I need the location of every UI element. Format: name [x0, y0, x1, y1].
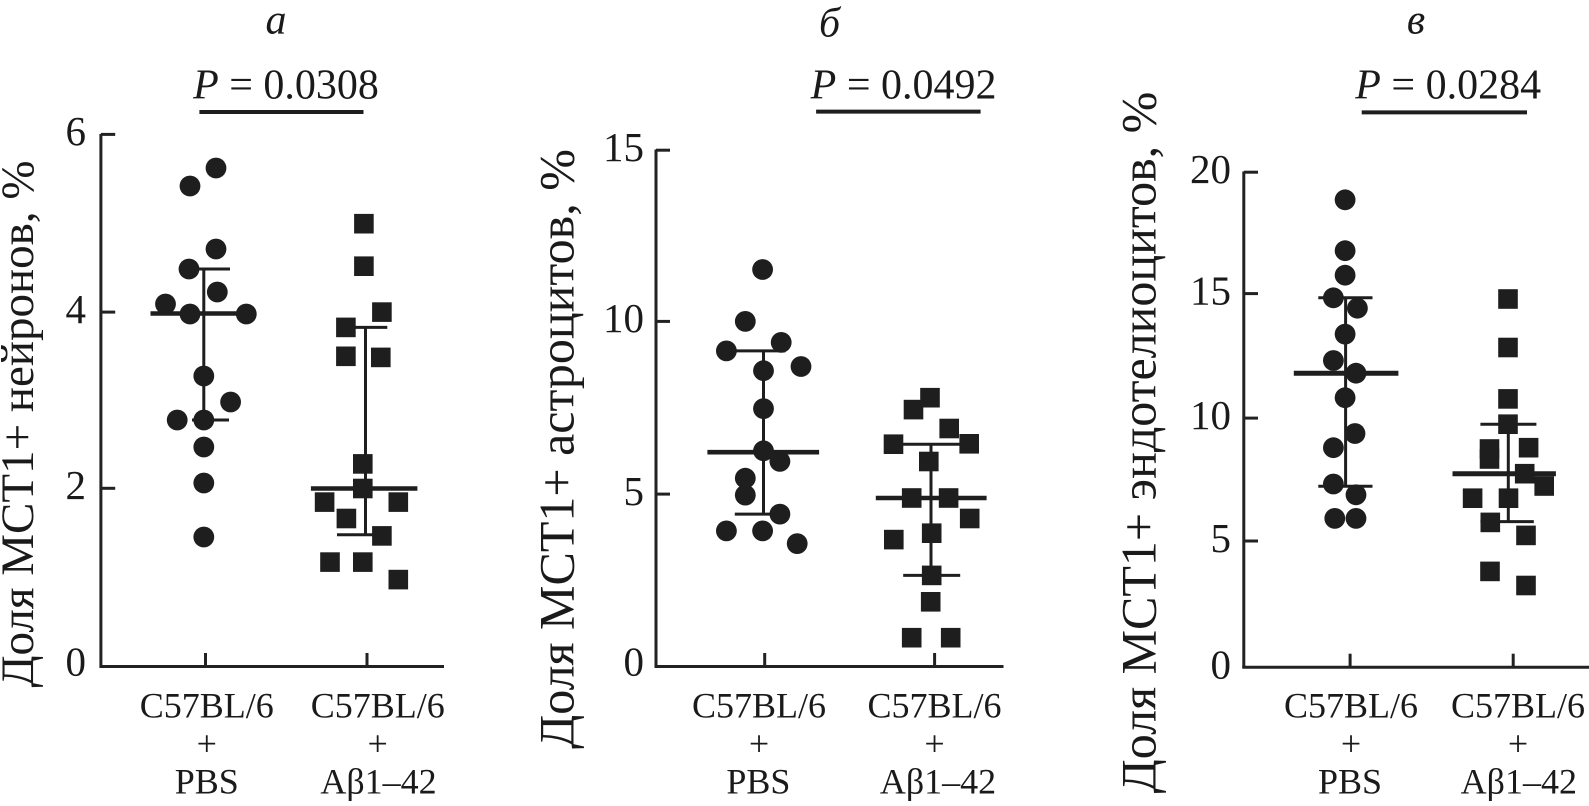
svg-text:PBS: PBS — [726, 761, 790, 801]
svg-text:5: 5 — [1211, 515, 1232, 561]
svg-text:б: б — [819, 1, 842, 47]
svg-text:4: 4 — [66, 286, 87, 332]
svg-text:Доля МСТ1+ эндотелиоцитов, %: Доля МСТ1+ эндотелиоцитов, % — [1111, 92, 1167, 794]
svg-text:5: 5 — [624, 468, 645, 514]
svg-text:+: + — [924, 724, 944, 764]
svg-text:0: 0 — [624, 639, 645, 685]
svg-text:15: 15 — [603, 124, 644, 170]
svg-text:+: + — [749, 724, 769, 764]
svg-text:C57BL/6: C57BL/6 — [1451, 686, 1585, 726]
svg-text:0: 0 — [66, 639, 87, 685]
svg-text:+: + — [1508, 724, 1528, 764]
svg-text:C57BL/6: C57BL/6 — [1284, 686, 1418, 726]
svg-text:+: + — [368, 724, 388, 764]
svg-text:Aβ1–42: Aβ1–42 — [1461, 761, 1577, 801]
svg-text:PBS: PBS — [175, 761, 239, 801]
svg-text:в: в — [1407, 0, 1425, 44]
svg-text:Доля МСТ1+ нейронов, %: Доля МСТ1+ нейронов, % — [0, 160, 44, 687]
svg-text:+: + — [1341, 724, 1361, 764]
svg-text:Доля МСТ1+ астроцитов, %: Доля МСТ1+ астроцитов, % — [529, 149, 585, 749]
svg-text:15: 15 — [1190, 267, 1231, 313]
svg-text:10: 10 — [603, 295, 644, 341]
svg-text:20: 20 — [1190, 146, 1231, 192]
svg-text:P = 0.0308: P = 0.0308 — [192, 63, 379, 109]
svg-text:C57BL/6: C57BL/6 — [867, 686, 1001, 726]
svg-text:10: 10 — [1190, 392, 1231, 438]
svg-text:P = 0.0284: P = 0.0284 — [1354, 63, 1541, 109]
svg-text:P = 0.0492: P = 0.0492 — [810, 63, 997, 109]
svg-text:Aβ1–42: Aβ1–42 — [320, 761, 436, 801]
svg-text:PBS: PBS — [1318, 761, 1382, 801]
svg-text:а: а — [266, 0, 287, 44]
svg-text:6: 6 — [66, 108, 87, 154]
svg-text:C57BL/6: C57BL/6 — [140, 686, 274, 726]
svg-text:0: 0 — [1211, 642, 1232, 688]
svg-text:2: 2 — [66, 462, 87, 508]
svg-text:Aβ1–42: Aβ1–42 — [880, 761, 996, 801]
svg-text:C57BL/6: C57BL/6 — [692, 686, 826, 726]
svg-text:C57BL/6: C57BL/6 — [311, 686, 445, 726]
svg-text:+: + — [197, 724, 217, 764]
